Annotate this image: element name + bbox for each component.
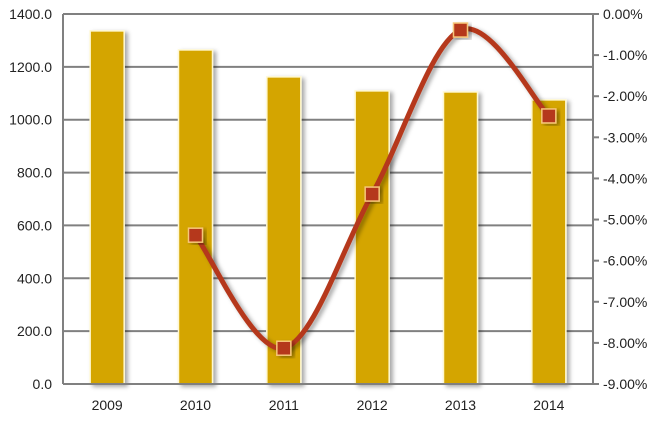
bar-series	[89, 30, 567, 385]
x-axis-labels: 2009 2010 2011 2012 2013 2014	[92, 397, 565, 413]
right-axis-tick: -6.00%	[603, 253, 647, 269]
right-axis-tick: -7.00%	[603, 294, 647, 310]
line-marker	[187, 227, 204, 243]
left-axis-tick: 400.0	[17, 270, 52, 286]
x-axis-tick: 2011	[269, 397, 299, 413]
line-marker	[364, 186, 380, 202]
bar-2013	[442, 91, 479, 385]
right-axis-labels: 0.00% -1.00% -2.00% -3.00% -4.00% -5.00% -6.00…	[603, 6, 647, 392]
right-axis-tick: -9.00%	[603, 376, 647, 392]
left-axis-tick: 200.0	[17, 323, 52, 339]
right-axis-tick: -8.00%	[603, 335, 647, 351]
gridlines	[63, 13, 593, 385]
right-axis-tick: 0.00%	[603, 6, 643, 22]
bar-2010	[177, 49, 214, 385]
left-axis-tick: 1000.0	[9, 112, 52, 128]
x-axis-tick: 2014	[533, 397, 564, 413]
right-axis-tick: -5.00%	[603, 212, 647, 228]
line-marker	[276, 340, 292, 356]
left-axis-tick: 600.0	[17, 217, 52, 233]
x-axis-tick: 2010	[180, 397, 211, 413]
bar-2009	[89, 30, 125, 385]
line-marker	[541, 108, 557, 124]
x-axis-tick: 2012	[357, 397, 388, 413]
right-axis-tick: -3.00%	[603, 129, 647, 145]
right-axis-tick: -1.00%	[603, 47, 647, 63]
x-axis-tick: 2009	[92, 397, 123, 413]
bar-2014	[531, 99, 567, 385]
left-axis-tick: 0.0	[33, 376, 53, 392]
line-series	[187, 22, 557, 356]
axes	[62, 13, 599, 385]
left-axis-tick: 1400.0	[9, 6, 52, 22]
bar-2012	[354, 90, 390, 385]
x-axis-tick: 2013	[445, 397, 476, 413]
left-axis-tick: 1200.0	[9, 59, 52, 75]
bar-2011	[266, 76, 302, 385]
right-axis-tick: -4.00%	[603, 170, 647, 186]
right-axis-tick: -2.00%	[603, 88, 647, 104]
left-axis-labels: 0.0 200.0 400.0 600.0 800.0 1000.0 1200.0 1400.…	[9, 6, 52, 392]
left-axis-tick: 800.0	[17, 165, 52, 181]
line-marker	[452, 22, 469, 38]
